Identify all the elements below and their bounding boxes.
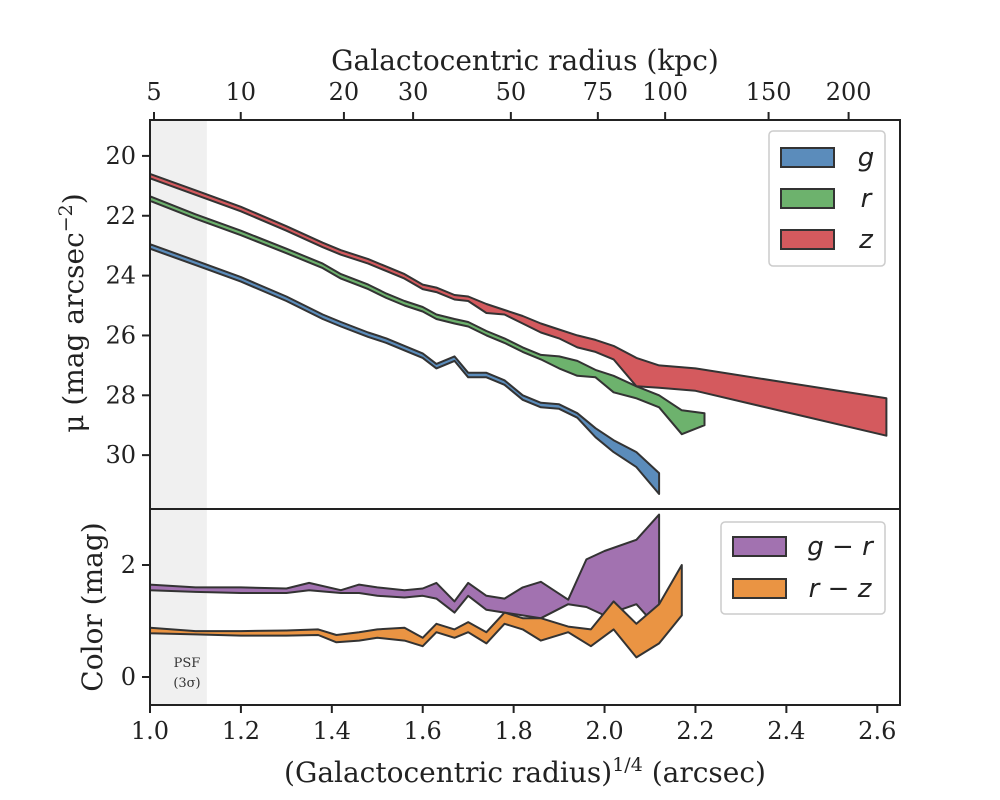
kpc-tick-label: 30 bbox=[398, 78, 429, 106]
kpc-tick-label: 100 bbox=[642, 78, 688, 106]
kpc-tick-label: 10 bbox=[225, 78, 256, 106]
legend-swatch bbox=[732, 578, 787, 599]
top-y-ticks: 20 22 24 26 28 30 bbox=[105, 142, 150, 469]
psf-band bbox=[150, 509, 207, 705]
legend-swatch bbox=[780, 147, 835, 168]
y-tick-label: 2 bbox=[121, 551, 136, 579]
x-tick-label: 2.0 bbox=[585, 717, 623, 745]
legend-swatch bbox=[780, 188, 835, 209]
legend-label: r − z bbox=[809, 574, 873, 604]
psf-label: PSF bbox=[174, 656, 201, 671]
kpc-tick-label: 75 bbox=[583, 78, 614, 106]
bottom-series-group bbox=[149, 513, 683, 659]
y-tick-label: 24 bbox=[105, 262, 136, 290]
series-band-g bbox=[149, 243, 661, 495]
x-tick-label: 2.4 bbox=[767, 717, 805, 745]
series-band-r bbox=[149, 195, 706, 436]
legend-swatch bbox=[732, 536, 787, 557]
kpc-tick-label: 5 bbox=[146, 78, 161, 106]
top-series-group bbox=[149, 172, 888, 495]
bottom-x-axis-label: (Galactocentric radius)1/4 (arcsec) bbox=[284, 754, 766, 789]
x-tick-label: 1.0 bbox=[131, 717, 169, 745]
x-tick-label: 1.2 bbox=[222, 717, 260, 745]
y-tick-label: 20 bbox=[105, 142, 136, 170]
x-tick-label: 1.4 bbox=[313, 717, 351, 745]
bottom-panel: 02 1.0 1.2 1.4 1.6 1.8 2.0 2.2 2.4 2.6 g − rr − … bbox=[121, 508, 901, 745]
kpc-tick-label: 50 bbox=[496, 78, 527, 106]
y-tick-label: 0 bbox=[121, 663, 136, 691]
series-band-gr bbox=[149, 513, 661, 631]
kpc-tick-label: 200 bbox=[826, 78, 872, 106]
x-tick-label: 1.8 bbox=[495, 717, 533, 745]
x-tick-label: 1.6 bbox=[404, 717, 442, 745]
y-tick-label: 28 bbox=[105, 381, 136, 409]
legend-label: z bbox=[858, 225, 874, 255]
bottom-x-ticks: 1.0 1.2 1.4 1.6 1.8 2.0 2.2 2.4 2.6 bbox=[131, 705, 896, 745]
bottom-y-ticks: 02 bbox=[121, 551, 150, 691]
top-axis-title: Galactocentric radius (kpc) bbox=[331, 44, 719, 77]
top-y-axis-label: μ (mag arcsec−2) bbox=[55, 193, 90, 432]
legend-label: g bbox=[858, 143, 875, 173]
legend-swatch bbox=[780, 229, 835, 250]
y-tick-label: 22 bbox=[105, 202, 136, 230]
top-legend: grz bbox=[768, 130, 886, 267]
x-tick-label: 2.6 bbox=[858, 717, 896, 745]
y-tick-label: 30 bbox=[105, 441, 136, 469]
bottom-panel-frame bbox=[149, 508, 901, 706]
bottom-y-axis-label: Color (mag) bbox=[76, 522, 109, 691]
y-tick-label: 26 bbox=[105, 321, 136, 349]
kpc-tick-label: 150 bbox=[746, 78, 792, 106]
psf-label-sigma: (3σ) bbox=[173, 676, 200, 691]
top-kpc-ticks: 5 10 20 30 50 75 100 150 200 bbox=[146, 78, 872, 120]
legend-label: g − r bbox=[807, 532, 875, 562]
top-panel: 20 22 24 26 28 30 5 10 20 30 50 75 100 150 200 grz bbox=[105, 78, 901, 510]
kpc-tick-label: 20 bbox=[329, 78, 360, 106]
series-band-rz bbox=[149, 564, 683, 659]
bottom-legend: g − r r − z bbox=[720, 521, 886, 615]
x-tick-label: 2.2 bbox=[676, 717, 714, 745]
legend-label: r bbox=[861, 184, 874, 214]
series-band-z bbox=[149, 172, 888, 437]
